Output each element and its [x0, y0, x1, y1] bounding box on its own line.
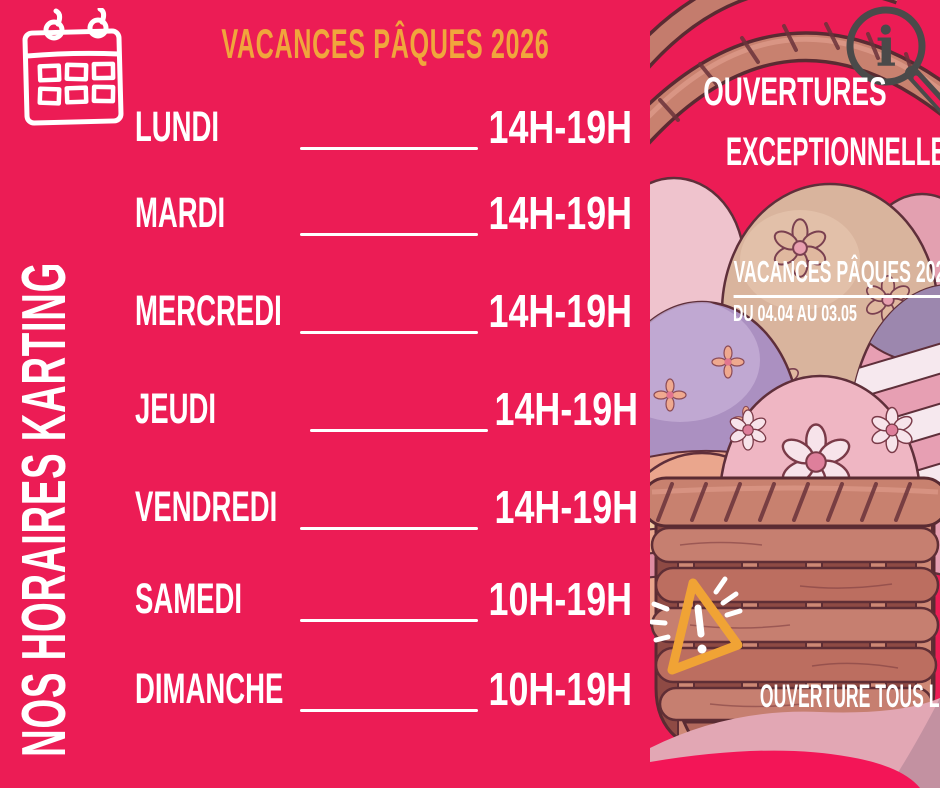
side-title-line1: OUVERTURES [703, 70, 887, 114]
hours-label: 14H-19H [494, 383, 638, 435]
side-panel-title: OUVERTURES EXCEPTIONNELLES [650, 62, 940, 182]
hours-label: 14H-19H [488, 285, 632, 337]
hours-label: 14H-19H [494, 481, 638, 533]
schedule-row: JEUDI 14H-19H [0, 379, 650, 439]
schedule-row: MARDI 14H-19H [0, 183, 650, 243]
blank-line [310, 429, 488, 432]
info-glyph: i [876, 15, 897, 79]
day-label: JEUDI [135, 384, 217, 433]
day-label: SAMEDI [135, 574, 243, 623]
calendar-icon [22, 8, 124, 126]
blank-line [300, 233, 478, 236]
day-label: VENDREDI [135, 482, 278, 531]
day-label: LUNDI [135, 102, 220, 151]
schedule-row: VENDREDI 14H-19H [0, 477, 650, 537]
side-title-line2: EXCEPTIONNELLES [725, 130, 940, 174]
period-dates: DU 04.04 AU 03.05 [733, 300, 857, 326]
page-title: VACANCES PÂQUES 2026 [130, 16, 640, 72]
schedule-row: LUNDI 14H-19H [0, 97, 650, 157]
easter-basket-illustration: i [650, 0, 940, 788]
side-panel-footer: OUVERTURE TOUS LES JOURS [759, 678, 940, 714]
hours-label: 14H-19H [488, 187, 632, 239]
blank-line [300, 527, 478, 530]
schedule-row: SAMEDI 10H-19H [0, 569, 650, 629]
period-title: VACANCES PÂQUES 2026 [650, 254, 940, 298]
day-label: MERCREDI [135, 286, 282, 335]
hours-label: 14H-19H [488, 101, 632, 153]
info-magnifier-icon: i [846, 6, 940, 114]
hours-label: 10H-19H [488, 573, 632, 625]
day-label: DIMANCHE [135, 664, 284, 713]
blank-line [300, 331, 478, 334]
blank-line [300, 147, 478, 150]
blank-line [300, 709, 478, 712]
page-title-text: VACANCES PÂQUES 2026 [220, 20, 550, 67]
day-label: MARDI [135, 188, 226, 237]
ground [650, 698, 940, 788]
blank-line [300, 619, 478, 622]
schedule-row: DIMANCHE 10H-19H [0, 659, 650, 719]
side-panel: i OUVERTURES EXCEPTIONNELLES VACANCES PÂ… [650, 0, 940, 788]
schedule-row: MERCREDI 14H-19H [0, 281, 650, 341]
warning-triangle-icon [650, 576, 743, 675]
hours-label: 10H-19H [488, 663, 632, 715]
